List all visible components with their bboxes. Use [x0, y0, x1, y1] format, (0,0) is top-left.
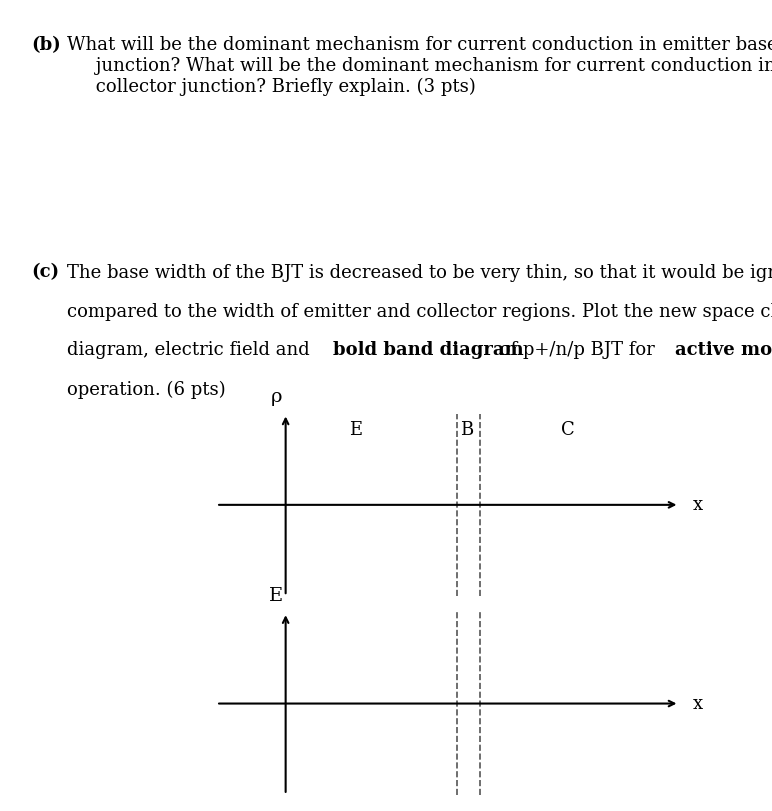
- Text: C: C: [561, 421, 575, 439]
- Text: (b): (b): [31, 36, 61, 54]
- Text: What will be the dominant mechanism for current conduction in emitter base
     : What will be the dominant mechanism for …: [67, 36, 772, 97]
- Text: B: B: [459, 421, 473, 439]
- Text: ρ: ρ: [271, 388, 282, 406]
- Text: The base width of the BJT is decreased to be very thin, so that it would be igno: The base width of the BJT is decreased t…: [67, 264, 772, 281]
- Text: x: x: [693, 694, 703, 713]
- Text: compared to the width of emitter and collector regions. Plot the new space charg: compared to the width of emitter and col…: [67, 303, 772, 320]
- Text: of p+/n/p BJT for: of p+/n/p BJT for: [494, 341, 661, 359]
- Text: x: x: [693, 496, 703, 514]
- Text: E: E: [348, 421, 362, 439]
- Text: diagram, electric field and: diagram, electric field and: [67, 341, 316, 359]
- Text: operation. (6 pts): operation. (6 pts): [67, 380, 225, 399]
- Text: E: E: [269, 587, 283, 605]
- Text: (c): (c): [31, 264, 59, 281]
- Text: bold band diagram: bold band diagram: [333, 341, 523, 359]
- Text: active mode: active mode: [675, 341, 772, 359]
